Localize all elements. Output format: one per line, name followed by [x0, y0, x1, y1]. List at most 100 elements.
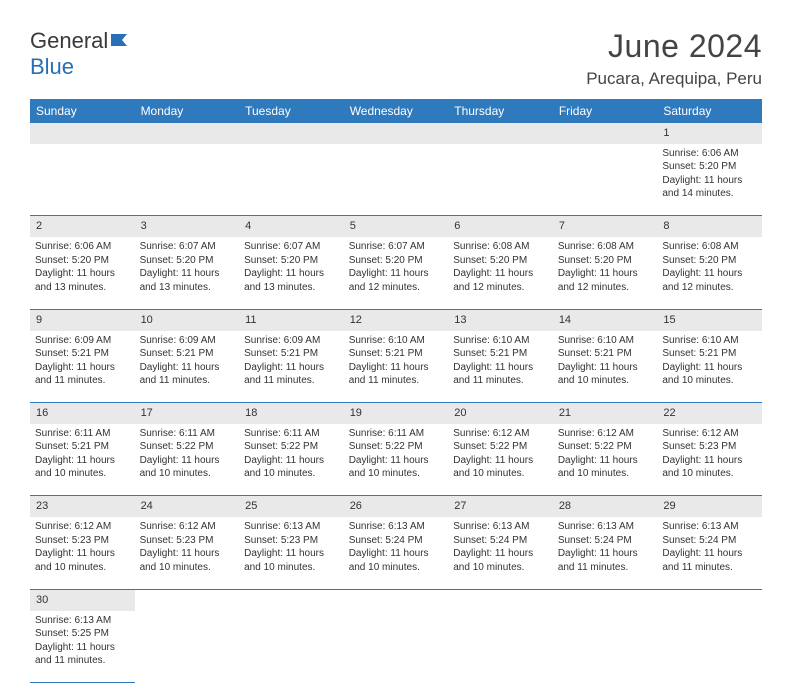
daylight-text: and 12 minutes.	[349, 281, 444, 295]
day-number: 18	[239, 403, 344, 424]
empty-day-number	[553, 589, 658, 610]
sunset-text: Sunset: 5:20 PM	[349, 254, 444, 268]
daylight-text: Daylight: 11 hours	[244, 361, 339, 375]
day-cell: Sunrise: 6:08 AMSunset: 5:20 PMDaylight:…	[553, 237, 658, 309]
logo-text-2: Blue	[30, 54, 74, 80]
day-cell: Sunrise: 6:13 AMSunset: 5:23 PMDaylight:…	[239, 517, 344, 589]
daylight-text: Daylight: 11 hours	[244, 267, 339, 281]
daylight-text: Daylight: 11 hours	[35, 454, 130, 468]
day-content-row: Sunrise: 6:13 AMSunset: 5:25 PMDaylight:…	[30, 611, 762, 683]
day-content-row: Sunrise: 6:11 AMSunset: 5:21 PMDaylight:…	[30, 424, 762, 496]
daylight-text: Daylight: 11 hours	[140, 267, 235, 281]
day-cell: Sunrise: 6:11 AMSunset: 5:21 PMDaylight:…	[30, 424, 135, 496]
day-cell: Sunrise: 6:09 AMSunset: 5:21 PMDaylight:…	[239, 331, 344, 403]
sunrise-text: Sunrise: 6:13 AM	[662, 520, 757, 534]
day-number: 28	[553, 496, 658, 517]
sunset-text: Sunset: 5:20 PM	[662, 160, 757, 174]
day-number: 27	[448, 496, 553, 517]
empty-day-cell	[135, 144, 240, 216]
daylight-text: and 10 minutes.	[35, 467, 130, 481]
day-cell: Sunrise: 6:10 AMSunset: 5:21 PMDaylight:…	[553, 331, 658, 403]
daylight-text: and 10 minutes.	[35, 561, 130, 575]
day-number: 4	[239, 216, 344, 237]
weekday-header: Friday	[553, 99, 658, 123]
day-cell: Sunrise: 6:06 AMSunset: 5:20 PMDaylight:…	[30, 237, 135, 309]
empty-day-number	[135, 123, 240, 144]
sunrise-text: Sunrise: 6:11 AM	[140, 427, 235, 441]
empty-day-number	[239, 123, 344, 144]
day-number: 19	[344, 403, 449, 424]
sunrise-text: Sunrise: 6:10 AM	[558, 334, 653, 348]
daylight-text: Daylight: 11 hours	[662, 174, 757, 188]
day-cell: Sunrise: 6:12 AMSunset: 5:22 PMDaylight:…	[448, 424, 553, 496]
daylight-text: and 12 minutes.	[662, 281, 757, 295]
flag-icon	[110, 32, 132, 48]
daylight-text: Daylight: 11 hours	[140, 454, 235, 468]
day-cell: Sunrise: 6:09 AMSunset: 5:21 PMDaylight:…	[135, 331, 240, 403]
day-number: 7	[553, 216, 658, 237]
sunset-text: Sunset: 5:23 PM	[662, 440, 757, 454]
day-number: 3	[135, 216, 240, 237]
sunrise-text: Sunrise: 6:10 AM	[349, 334, 444, 348]
day-cell: Sunrise: 6:13 AMSunset: 5:24 PMDaylight:…	[553, 517, 658, 589]
day-number-row: 23242526272829	[30, 496, 762, 517]
day-cell: Sunrise: 6:13 AMSunset: 5:24 PMDaylight:…	[657, 517, 762, 589]
day-number: 1	[657, 123, 762, 144]
daylight-text: Daylight: 11 hours	[349, 267, 444, 281]
sunrise-text: Sunrise: 6:08 AM	[558, 240, 653, 254]
day-cell: Sunrise: 6:12 AMSunset: 5:23 PMDaylight:…	[657, 424, 762, 496]
weekday-header: Tuesday	[239, 99, 344, 123]
empty-day-number	[344, 123, 449, 144]
day-number: 26	[344, 496, 449, 517]
daylight-text: and 11 minutes.	[35, 654, 130, 668]
empty-day-cell	[657, 611, 762, 683]
day-cell: Sunrise: 6:11 AMSunset: 5:22 PMDaylight:…	[344, 424, 449, 496]
sunrise-text: Sunrise: 6:11 AM	[244, 427, 339, 441]
sunrise-text: Sunrise: 6:13 AM	[558, 520, 653, 534]
sunset-text: Sunset: 5:20 PM	[35, 254, 130, 268]
sunset-text: Sunset: 5:21 PM	[662, 347, 757, 361]
daylight-text: and 11 minutes.	[35, 374, 130, 388]
daylight-text: Daylight: 11 hours	[349, 547, 444, 561]
daylight-text: and 10 minutes.	[244, 561, 339, 575]
day-number-row: 30	[30, 589, 762, 610]
day-cell: Sunrise: 6:08 AMSunset: 5:20 PMDaylight:…	[657, 237, 762, 309]
daylight-text: Daylight: 11 hours	[140, 361, 235, 375]
sunset-text: Sunset: 5:23 PM	[140, 534, 235, 548]
daylight-text: and 10 minutes.	[662, 467, 757, 481]
day-number: 24	[135, 496, 240, 517]
daylight-text: Daylight: 11 hours	[453, 547, 548, 561]
daylight-text: and 10 minutes.	[558, 374, 653, 388]
empty-day-cell	[239, 611, 344, 683]
daylight-text: and 10 minutes.	[662, 374, 757, 388]
day-cell: Sunrise: 6:06 AMSunset: 5:20 PMDaylight:…	[657, 144, 762, 216]
sunset-text: Sunset: 5:22 PM	[244, 440, 339, 454]
sunset-text: Sunset: 5:21 PM	[349, 347, 444, 361]
sunrise-text: Sunrise: 6:12 AM	[453, 427, 548, 441]
day-cell: Sunrise: 6:12 AMSunset: 5:22 PMDaylight:…	[553, 424, 658, 496]
day-cell: Sunrise: 6:08 AMSunset: 5:20 PMDaylight:…	[448, 237, 553, 309]
sunset-text: Sunset: 5:20 PM	[140, 254, 235, 268]
day-number: 10	[135, 309, 240, 330]
sunrise-text: Sunrise: 6:11 AM	[35, 427, 130, 441]
day-content-row: Sunrise: 6:12 AMSunset: 5:23 PMDaylight:…	[30, 517, 762, 589]
sunrise-text: Sunrise: 6:13 AM	[349, 520, 444, 534]
day-cell: Sunrise: 6:13 AMSunset: 5:25 PMDaylight:…	[30, 611, 135, 683]
sunset-text: Sunset: 5:21 PM	[140, 347, 235, 361]
sunrise-text: Sunrise: 6:09 AM	[35, 334, 130, 348]
daylight-text: and 14 minutes.	[662, 187, 757, 201]
sunset-text: Sunset: 5:20 PM	[558, 254, 653, 268]
daylight-text: and 10 minutes.	[244, 467, 339, 481]
daylight-text: and 10 minutes.	[453, 561, 548, 575]
weekday-header: Thursday	[448, 99, 553, 123]
daylight-text: Daylight: 11 hours	[35, 547, 130, 561]
sunset-text: Sunset: 5:23 PM	[244, 534, 339, 548]
empty-day-number	[448, 589, 553, 610]
daylight-text: and 12 minutes.	[558, 281, 653, 295]
day-number: 9	[30, 309, 135, 330]
sunrise-text: Sunrise: 6:12 AM	[558, 427, 653, 441]
sunset-text: Sunset: 5:20 PM	[453, 254, 548, 268]
daylight-text: and 11 minutes.	[349, 374, 444, 388]
day-cell: Sunrise: 6:11 AMSunset: 5:22 PMDaylight:…	[135, 424, 240, 496]
day-cell: Sunrise: 6:07 AMSunset: 5:20 PMDaylight:…	[344, 237, 449, 309]
